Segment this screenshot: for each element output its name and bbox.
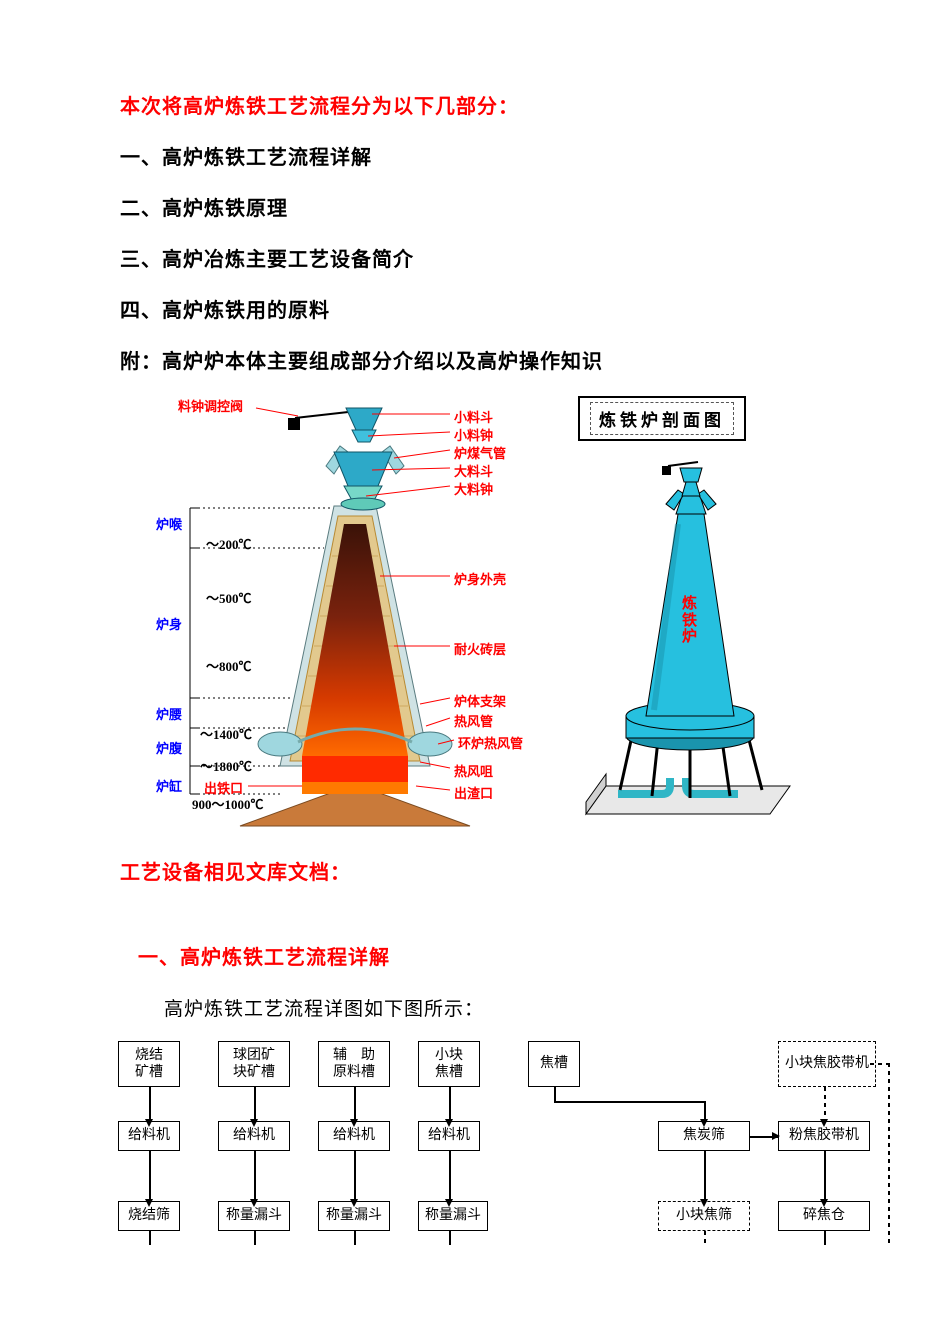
subtitle-equipment-doc: 工艺设备相见文库文档： bbox=[120, 856, 825, 885]
flow-box: 小块焦胶带机 bbox=[778, 1041, 876, 1087]
temp-900-1000: 900～1000℃ bbox=[192, 794, 264, 813]
label-r2: 小料钟 bbox=[454, 425, 493, 444]
furnace-cross-section: 料钟调控阀 小料斗 小料钟 炉煤气管 大料斗 大料钟 炉身外壳 耐火砖层 炉体支… bbox=[120, 396, 530, 836]
temp-1800: ～1800℃ bbox=[200, 756, 252, 775]
zone-shaft: 炉身 bbox=[156, 614, 182, 633]
label-r7: 耐火砖层 bbox=[454, 639, 506, 658]
toc-2: 二、高炉炼铁原理 bbox=[120, 192, 825, 221]
label-r9: 热风管 bbox=[454, 711, 493, 730]
flow-box: 称量漏斗 bbox=[418, 1201, 488, 1231]
furnace-3d-view: 炼铁炉剖面图 bbox=[558, 396, 808, 836]
diagram-row: 料钟调控阀 小料斗 小料钟 炉煤气管 大料斗 大料钟 炉身外壳 耐火砖层 炉体支… bbox=[120, 396, 825, 836]
toc-5: 附：高炉炉本体主要组成部分介绍以及高炉操作知识 bbox=[120, 345, 825, 374]
temp-200: ～200℃ bbox=[206, 534, 252, 553]
section1-body: 高炉炼铁工艺流程详图如下图所示： bbox=[120, 994, 825, 1021]
label-r10: 环炉热风管 bbox=[458, 733, 523, 752]
zone-bosh: 炉腹 bbox=[156, 738, 182, 757]
label-r12: 出渣口 bbox=[454, 783, 493, 802]
label-r5: 大料钟 bbox=[454, 479, 493, 498]
label-r3: 炉煤气管 bbox=[454, 443, 506, 462]
furnace-3d-body-label: 炼 铁 炉 bbox=[682, 596, 697, 646]
intro-heading: 本次将高炉炼铁工艺流程分为以下几部分： bbox=[120, 90, 825, 119]
label-r6: 炉身外壳 bbox=[454, 569, 506, 588]
temp-500: ～500℃ bbox=[206, 588, 252, 607]
zone-throat: 炉喉 bbox=[156, 514, 182, 533]
temp-1400: ～1400℃ bbox=[200, 724, 252, 743]
label-r4: 大料斗 bbox=[454, 461, 493, 480]
flow-box: 小块 焦槽 bbox=[418, 1041, 480, 1087]
flow-box: 辅 助 原料槽 bbox=[318, 1041, 390, 1087]
toc-3: 三、高炉冶炼主要工艺设备简介 bbox=[120, 243, 825, 272]
toc-1: 一、高炉炼铁工艺流程详解 bbox=[120, 141, 825, 170]
section1-title: 一、高炉炼铁工艺流程详解 bbox=[138, 941, 825, 970]
document-page: 本次将高炉炼铁工艺流程分为以下几部分： 一、高炉炼铁工艺流程详解 二、高炉炼铁原… bbox=[0, 0, 945, 1281]
label-r1: 小料斗 bbox=[454, 407, 493, 426]
flow-box: 烧结 矿槽 bbox=[118, 1041, 180, 1087]
label-r8: 炉体支架 bbox=[454, 691, 506, 710]
zone-belly: 炉腰 bbox=[156, 704, 182, 723]
temp-800: ～800℃ bbox=[206, 656, 252, 675]
label-r11: 热风咀 bbox=[454, 761, 493, 780]
process-flowchart: 烧结 矿槽球团矿 块矿槽辅 助 原料槽小块 焦槽焦槽小块焦胶带机给料机给料机给料… bbox=[98, 1041, 858, 1241]
zone-hearth: 炉缸 bbox=[156, 776, 182, 795]
label-top-control: 料钟调控阀 bbox=[178, 396, 243, 415]
flow-box: 球团矿 块矿槽 bbox=[218, 1041, 290, 1087]
toc-4: 四、高炉炼铁用的原料 bbox=[120, 294, 825, 323]
flow-box: 焦槽 bbox=[528, 1041, 580, 1087]
